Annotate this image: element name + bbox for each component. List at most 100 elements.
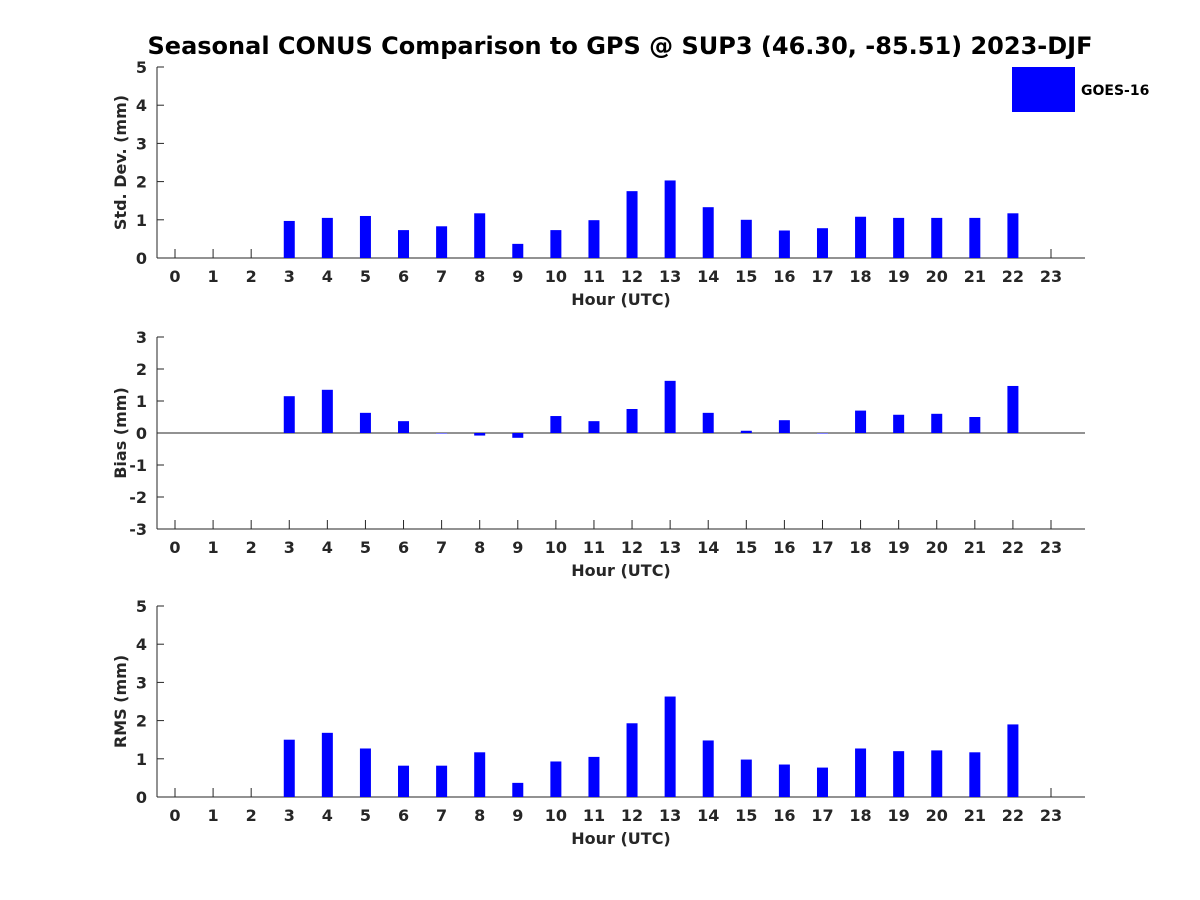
- bar-hour-14: [702, 412, 714, 433]
- bar-hour-16: [778, 420, 790, 433]
- bar-hour-22: [1007, 385, 1019, 433]
- x-tick-label: 11: [583, 538, 605, 557]
- bar-hour-16: [778, 764, 790, 797]
- y-tick-label: 2: [136, 360, 147, 379]
- bar-hour-17: [816, 767, 828, 797]
- bar-hour-14: [702, 740, 714, 797]
- bar-hour-10: [550, 416, 562, 433]
- bar-hour-14: [702, 207, 714, 258]
- bar-hour-13: [664, 380, 676, 433]
- bar-hour-10: [550, 761, 562, 797]
- x-tick-label: 3: [284, 267, 295, 286]
- bar-hour-5: [359, 748, 371, 797]
- x-tick-label: 16: [773, 267, 795, 286]
- y-tick-label: 1: [136, 211, 147, 230]
- legend-label: GOES-16: [1081, 83, 1149, 99]
- y-axis-label: Std. Dev. (mm): [111, 95, 130, 230]
- bar-hour-7: [436, 765, 448, 797]
- x-tick-label: 21: [964, 538, 986, 557]
- x-tick-label: 7: [436, 538, 447, 557]
- x-tick-label: 19: [888, 806, 910, 825]
- bar-hour-21: [969, 217, 981, 258]
- y-tick-label: -3: [129, 520, 147, 539]
- x-tick-label: 2: [246, 538, 257, 557]
- x-tick-label: 8: [474, 538, 485, 557]
- x-tick-label: 22: [1002, 806, 1024, 825]
- x-tick-label: 5: [360, 806, 371, 825]
- bar-hour-7: [436, 226, 448, 258]
- x-tick-label: 12: [621, 267, 643, 286]
- bar-hour-21: [969, 752, 981, 797]
- x-tick-label: 21: [964, 806, 986, 825]
- x-tick-label: 0: [169, 806, 180, 825]
- bar-hour-12: [626, 723, 638, 797]
- x-tick-label: 7: [436, 806, 447, 825]
- y-tick-label: 2: [136, 712, 147, 731]
- x-tick-label: 23: [1040, 538, 1062, 557]
- x-tick-label: 18: [849, 538, 871, 557]
- y-tick-label: 3: [136, 328, 147, 347]
- x-tick-label: 20: [926, 267, 948, 286]
- x-tick-label: 17: [811, 267, 833, 286]
- x-tick-label: 6: [398, 806, 409, 825]
- x-tick-label: 10: [545, 538, 567, 557]
- x-tick-label: 13: [659, 538, 681, 557]
- x-tick-label: 3: [284, 538, 295, 557]
- y-tick-label: 1: [136, 392, 147, 411]
- x-tick-label: 11: [583, 267, 605, 286]
- bar-hour-9: [512, 243, 524, 258]
- y-tick-label: -2: [129, 488, 147, 507]
- x-tick-label: 4: [322, 267, 333, 286]
- bar-hour-6: [398, 765, 410, 797]
- bar-hour-20: [931, 413, 943, 433]
- bar-hour-13: [664, 180, 676, 258]
- bar-hour-3: [283, 739, 295, 797]
- bar-hour-3: [283, 396, 295, 433]
- x-tick-label: 20: [926, 806, 948, 825]
- x-tick-label: 4: [322, 538, 333, 557]
- x-tick-label: 17: [811, 806, 833, 825]
- x-tick-label: 3: [284, 806, 295, 825]
- x-tick-label: 22: [1002, 538, 1024, 557]
- bar-hour-11: [588, 756, 600, 797]
- figure-title: Seasonal CONUS Comparison to GPS @ SUP3 …: [148, 32, 1093, 60]
- x-tick-label: 12: [621, 538, 643, 557]
- x-tick-label: 19: [888, 538, 910, 557]
- bar-hour-5: [359, 215, 371, 258]
- x-tick-label: 2: [246, 806, 257, 825]
- y-tick-label: 5: [136, 597, 147, 616]
- bar-hour-6: [398, 230, 410, 258]
- x-tick-label: 11: [583, 806, 605, 825]
- bar-hour-12: [626, 409, 638, 433]
- y-tick-label: 3: [136, 134, 147, 153]
- bar-hour-8: [474, 752, 486, 797]
- y-axis-label: RMS (mm): [111, 655, 130, 748]
- bar-hour-6: [398, 421, 410, 433]
- x-tick-label: 5: [360, 267, 371, 286]
- bar-hour-9: [512, 433, 524, 438]
- bar-hour-19: [893, 217, 905, 258]
- x-tick-label: 14: [697, 806, 719, 825]
- x-axis-label: Hour (UTC): [571, 561, 671, 580]
- bar-hour-4: [321, 389, 333, 433]
- x-tick-label: 4: [322, 806, 333, 825]
- y-tick-label: 0: [136, 424, 147, 443]
- x-tick-label: 15: [735, 806, 757, 825]
- bar-hour-11: [588, 220, 600, 258]
- bar-hour-22: [1007, 724, 1019, 797]
- legend: GOES-16: [1012, 67, 1149, 112]
- bar-hour-5: [359, 412, 371, 433]
- x-tick-label: 9: [512, 806, 523, 825]
- bar-hour-11: [588, 421, 600, 433]
- x-tick-label: 13: [659, 267, 681, 286]
- bar-hour-18: [855, 216, 867, 258]
- x-axis-label: Hour (UTC): [571, 829, 671, 848]
- bar-hour-19: [893, 751, 905, 797]
- bar-hour-22: [1007, 213, 1019, 258]
- bar-hour-20: [931, 217, 943, 258]
- y-tick-label: 1: [136, 750, 147, 769]
- x-tick-label: 6: [398, 538, 409, 557]
